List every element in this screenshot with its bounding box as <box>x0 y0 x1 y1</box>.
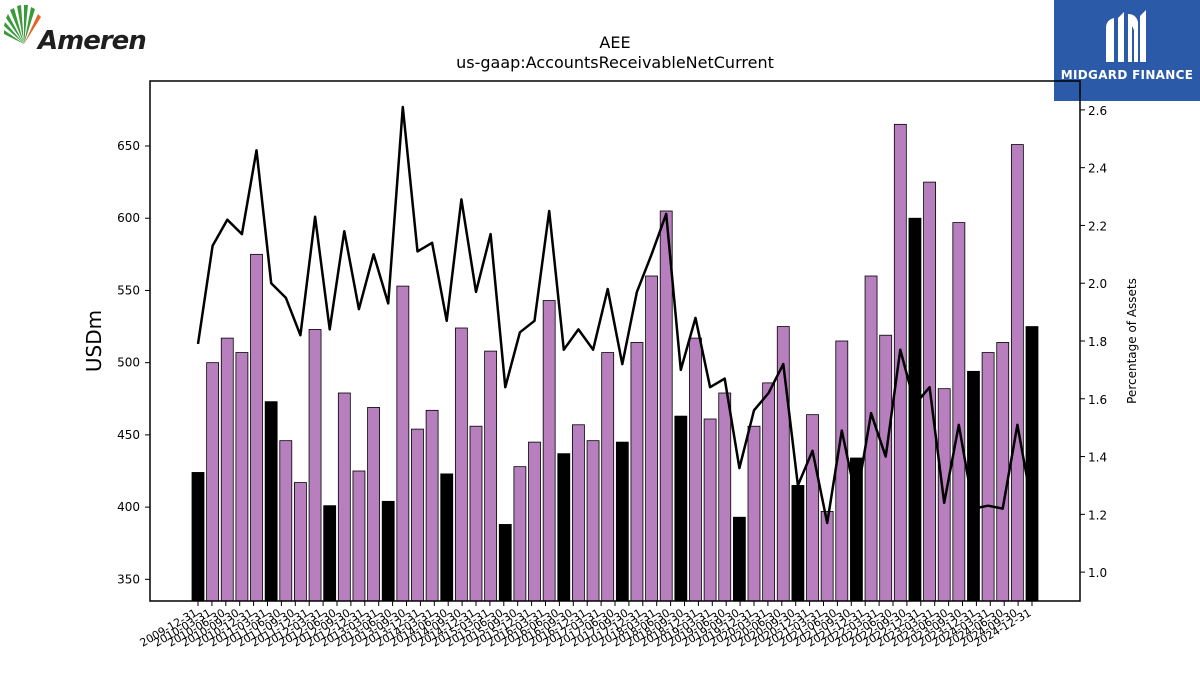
y-tick-label: 650 <box>117 139 140 153</box>
bar <box>294 482 307 602</box>
bar <box>411 428 424 602</box>
bar <box>615 441 629 602</box>
ameren-logo: Ameren <box>4 4 147 58</box>
y-tick-label: 400 <box>117 500 140 514</box>
bar <box>469 425 483 602</box>
bar <box>484 350 498 602</box>
y2-tick-label: 2.0 <box>1088 277 1107 291</box>
bar <box>747 425 761 602</box>
y-axis-right: 1.0 1.2 1.4 1.6 1.8 2.0 2.2 2.4 2.6 <box>1080 104 1107 580</box>
bar <box>264 401 278 602</box>
bar <box>352 470 366 602</box>
bar <box>337 392 351 602</box>
bar <box>323 505 337 602</box>
percentage-line <box>196 105 1034 525</box>
bar <box>601 352 615 602</box>
bar <box>454 327 468 602</box>
y-tick-label: 350 <box>117 572 140 586</box>
bar <box>381 500 395 602</box>
bar <box>528 441 541 602</box>
y-axis-left: 350 400 450 500 550 600 650 <box>117 139 150 586</box>
chart-title: AEE <box>599 33 630 52</box>
bar <box>718 392 732 602</box>
y2-axis-label: Percentage of Assets <box>1125 278 1139 404</box>
bar <box>513 466 527 602</box>
y-tick-label: 500 <box>117 356 140 370</box>
bar <box>396 285 410 602</box>
bar <box>220 337 234 602</box>
bar <box>440 473 454 602</box>
bar <box>732 516 746 602</box>
bar <box>1010 144 1024 602</box>
bar <box>630 342 644 602</box>
y2-tick-label: 1.6 <box>1088 393 1107 407</box>
bar <box>542 300 556 602</box>
bar <box>206 362 220 602</box>
y2-tick-label: 2.4 <box>1088 162 1107 176</box>
y2-tick-label: 1.2 <box>1088 508 1107 522</box>
y-axis-label: USDm <box>82 310 106 372</box>
bar <box>996 342 1010 602</box>
chart-subtitle: us-gaap:AccountsReceivableNetCurrent <box>456 53 774 72</box>
bar <box>191 472 205 602</box>
bar <box>806 414 819 602</box>
bar <box>703 418 717 602</box>
bar <box>952 222 966 602</box>
y2-tick-label: 1.0 <box>1088 566 1107 580</box>
sunburst-icon <box>4 5 41 44</box>
midgard-emblem-icon <box>1106 10 1146 62</box>
y-tick-label: 450 <box>117 428 140 442</box>
line-series <box>196 105 1034 525</box>
bar <box>250 253 263 602</box>
bar <box>645 275 658 602</box>
bar <box>674 415 688 602</box>
bar <box>1025 326 1039 602</box>
y2-tick-label: 1.8 <box>1088 335 1107 349</box>
bar <box>235 352 249 602</box>
bar <box>425 409 439 602</box>
y2-tick-label: 2.6 <box>1088 104 1107 118</box>
bar <box>557 453 571 602</box>
bar <box>586 440 600 602</box>
y2-tick-label: 1.4 <box>1088 451 1107 465</box>
bar <box>981 352 995 602</box>
bar <box>572 424 585 602</box>
y-tick-label: 550 <box>117 283 140 297</box>
bar-series <box>191 123 1039 602</box>
bar <box>308 329 322 602</box>
bar <box>762 382 776 602</box>
bar <box>908 217 922 602</box>
midgard-finance-logo: MIDGARD FINANCE <box>1054 0 1200 101</box>
bar <box>367 407 380 602</box>
bar <box>791 485 805 602</box>
bar <box>835 340 849 602</box>
bar <box>498 524 512 602</box>
x-axis: 2009-12-312010-03-312010-06-302010-09-30… <box>138 601 1034 650</box>
ameren-logo-text: Ameren <box>38 26 147 56</box>
bar <box>279 440 293 602</box>
y2-tick-label: 2.2 <box>1088 219 1107 233</box>
y-tick-label: 600 <box>117 211 140 225</box>
bar <box>879 334 893 602</box>
midgard-finance-logo-text: MIDGARD FINANCE <box>1060 68 1194 82</box>
bar <box>820 511 834 602</box>
bar <box>689 337 702 602</box>
